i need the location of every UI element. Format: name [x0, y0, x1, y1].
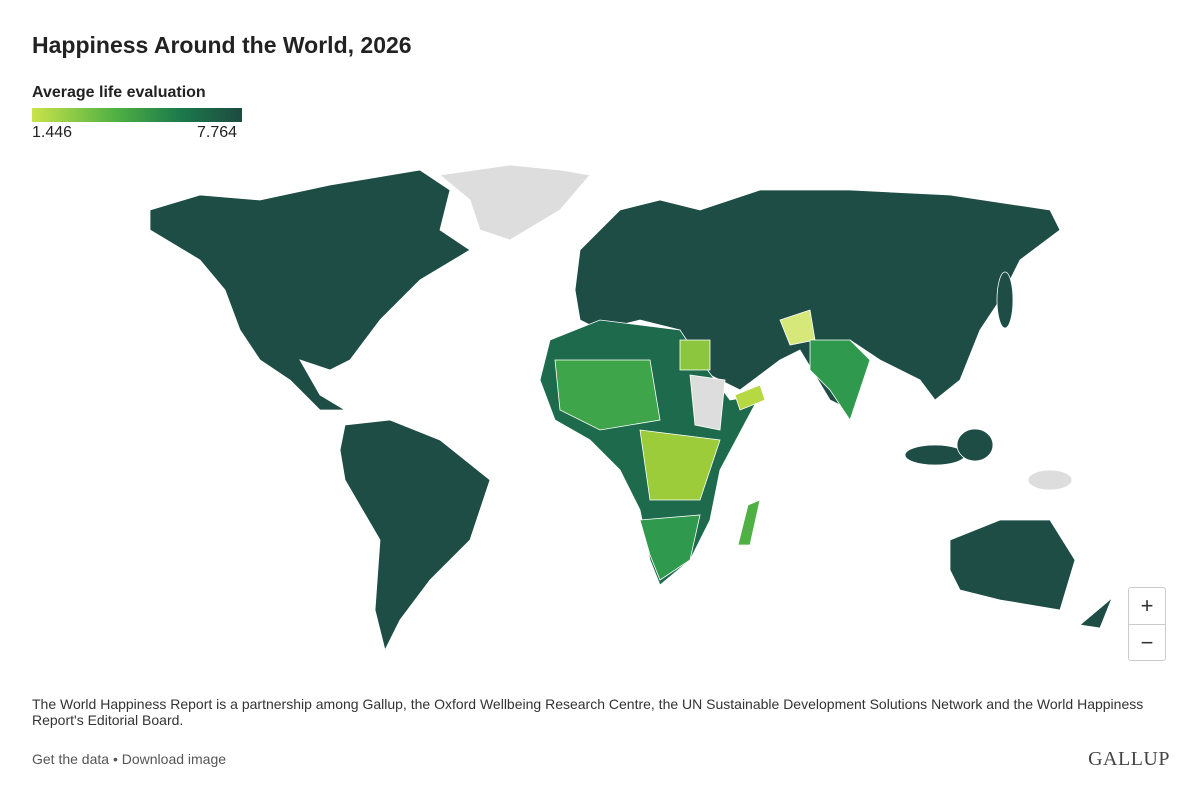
south-america[interactable] — [339, 419, 491, 652]
legend-min: 1.446 — [32, 124, 73, 141]
zoom-in[interactable]: + — [1140, 593, 1154, 618]
southern-africa[interactable] — [639, 514, 701, 581]
west-africa[interactable] — [554, 359, 661, 431]
footnote: The World Happiness Report is a partners… — [32, 696, 1144, 728]
legend-max: 7.764 — [197, 124, 238, 141]
separator: • — [112, 751, 118, 767]
borneo[interactable] — [956, 428, 994, 462]
papua[interactable] — [1027, 469, 1073, 491]
sudan[interactable] — [689, 374, 726, 431]
legend-gradient — [32, 108, 242, 122]
download-link[interactable]: Download image — [121, 751, 227, 767]
legend-title: Average life evaluation — [32, 84, 206, 101]
world-map[interactable] — [0, 160, 1200, 670]
zoom-out[interactable]: − — [1129, 624, 1165, 661]
madagascar[interactable] — [737, 499, 761, 546]
australia[interactable] — [949, 519, 1076, 611]
greenland[interactable] — [439, 164, 591, 241]
yemen[interactable] — [734, 384, 766, 411]
zoom-control: + − — [1128, 587, 1166, 661]
get-data-link[interactable]: Get the data — [32, 751, 110, 767]
north-america[interactable] — [149, 169, 471, 411]
indonesia[interactable] — [904, 444, 966, 466]
title: Happiness Around the World, 2026 — [32, 32, 412, 58]
links: Get the data • Download image — [32, 751, 226, 767]
india[interactable] — [809, 339, 871, 421]
egypt[interactable] — [679, 339, 711, 371]
central-africa[interactable] — [639, 429, 721, 501]
japan[interactable] — [996, 271, 1014, 329]
brand-logo: GALLUP — [1088, 748, 1170, 770]
new-zealand[interactable] — [1079, 597, 1113, 629]
